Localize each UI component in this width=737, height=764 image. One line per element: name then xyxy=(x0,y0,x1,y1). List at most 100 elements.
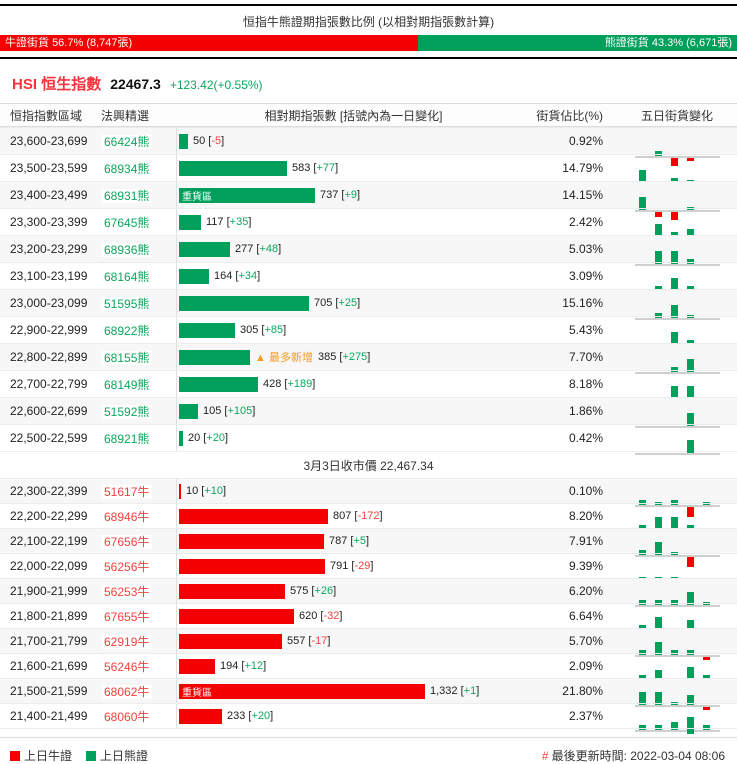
warrant-code: 67656牛 xyxy=(101,534,153,549)
oi-share-pct: 8.20% xyxy=(568,509,603,523)
table-row: 23,200-23,299 68936熊 277 [+48] 5.03% xyxy=(0,235,737,266)
spark-bar-up xyxy=(638,500,646,505)
warrant-code-cell[interactable]: 68062牛 xyxy=(96,683,176,700)
spark-bar-up xyxy=(638,197,646,210)
oi-bar xyxy=(179,430,183,446)
spark-bar-up xyxy=(654,517,662,530)
index-range: 22,200-22,299 xyxy=(10,509,88,523)
warrant-code-cell[interactable]: 56253牛 xyxy=(96,583,176,600)
oi-bar-cell: 557 [-17] xyxy=(176,629,531,653)
index-range: 21,700-21,799 xyxy=(10,634,88,648)
table-row: 21,600-21,699 56246牛 194 [+12] 2.09% xyxy=(0,653,737,685)
index-range: 22,700-22,799 xyxy=(10,377,88,391)
warrant-code-cell[interactable]: 66424熊 xyxy=(96,133,176,150)
spark-bar-up xyxy=(654,542,662,555)
oi-bar xyxy=(179,349,250,365)
warrant-code: 51595熊 xyxy=(101,296,153,311)
bull-swatch-icon xyxy=(10,750,20,761)
table-row: 21,700-21,799 62919牛 557 [-17] 5.70% xyxy=(0,628,737,660)
oi-share-pct: 9.39% xyxy=(568,559,603,573)
oi-bar-cell: 428 [+189] xyxy=(176,371,531,397)
spark-bar-up xyxy=(686,229,694,237)
oi-bar xyxy=(179,268,209,284)
warrant-code-cell[interactable]: 56256牛 xyxy=(96,558,176,575)
table-row: 23,500-23,599 68934熊 583 [+77] 14.79% xyxy=(0,154,737,190)
spark-bar-up xyxy=(686,286,694,291)
warrant-code-cell[interactable]: 68060牛 xyxy=(96,708,176,725)
warrant-code-cell[interactable]: 67655牛 xyxy=(96,608,176,625)
oi-bar xyxy=(179,583,285,599)
bear-swatch-icon xyxy=(86,750,97,761)
warrant-code-cell[interactable]: 56246牛 xyxy=(96,658,176,675)
spark-bar-up xyxy=(654,251,662,264)
oi-bar-cell: 583 [+77] xyxy=(176,155,531,181)
oi-value: 20 [+20] xyxy=(188,432,229,444)
spark-bar-up xyxy=(686,386,694,399)
warrant-code-cell[interactable]: 67656牛 xyxy=(96,533,176,550)
spark-bar-up xyxy=(686,359,694,372)
warrant-code-cell[interactable]: 68164熊 xyxy=(96,268,176,285)
spark-bar-up xyxy=(686,620,694,630)
oi-bar-cell: 117 [+35] xyxy=(176,209,531,235)
clipped-next-row xyxy=(0,728,737,737)
index-range: 23,200-23,299 xyxy=(10,242,88,256)
spark-bar-up xyxy=(670,600,678,605)
oi-share-pct: 14.15% xyxy=(562,188,603,202)
oi-one-day-change: +20 xyxy=(251,710,271,722)
spark-bar-up xyxy=(654,617,662,630)
spark-bar-up xyxy=(686,440,694,453)
oi-share-pct: 3.09% xyxy=(568,269,603,283)
spark-bar-up xyxy=(670,305,678,318)
index-range: 22,900-22,999 xyxy=(10,323,88,337)
warrant-code-cell[interactable]: 51595熊 xyxy=(96,295,176,312)
warrant-code-cell[interactable]: 51617牛 xyxy=(96,483,176,500)
oi-bar xyxy=(179,508,328,524)
warrant-code-cell[interactable]: 68934熊 xyxy=(96,160,176,177)
index-range: 22,800-22,899 xyxy=(10,350,88,364)
spark-bar-up xyxy=(686,340,694,345)
spark-bar-up xyxy=(654,692,662,705)
sparkline-baseline xyxy=(634,156,720,158)
oi-value: 117 [+35] xyxy=(206,216,252,228)
oi-bar-cell: 575 [+26] xyxy=(176,579,531,603)
sparkline-baseline xyxy=(634,505,720,507)
spark-bar-up xyxy=(638,692,646,705)
table-row: 23,000-23,099 51595熊 705 [+25] 15.16% xyxy=(0,289,737,320)
oi-share-pct: 7.91% xyxy=(568,534,603,548)
oi-bar xyxy=(179,133,188,149)
table-row: 22,100-22,199 67656牛 787 [+5] 7.91% xyxy=(0,528,737,567)
oi-bar-cell: 10 [+10] xyxy=(176,479,531,503)
sparkline-baseline xyxy=(634,210,720,212)
bull-ratio-pct: 56.7% xyxy=(52,37,84,49)
oi-share-pct: 15.16% xyxy=(562,296,603,310)
warrant-code-cell[interactable]: 68936熊 xyxy=(96,241,176,258)
index-name: HSI 恒生指數 xyxy=(12,76,102,93)
warrant-code-cell[interactable]: 68155熊 xyxy=(96,349,176,366)
oi-value: 233 [+20] xyxy=(227,710,274,722)
index-range: 21,800-21,899 xyxy=(10,609,88,623)
warrant-code-cell[interactable]: 62919牛 xyxy=(96,633,176,650)
spark-bar-up xyxy=(686,413,694,426)
hash-icon: # xyxy=(541,749,549,763)
spark-bar-up xyxy=(670,178,678,183)
warrant-code-cell[interactable]: 68922熊 xyxy=(96,322,176,339)
oi-value: 385 [+275] xyxy=(317,351,371,363)
oi-one-day-change: +48 xyxy=(259,243,279,255)
index-range: 22,100-22,199 xyxy=(10,534,88,548)
spark-bar-up xyxy=(654,600,662,605)
warrant-code-cell[interactable]: 51592熊 xyxy=(96,403,176,420)
spark-bar-up xyxy=(654,224,662,237)
oi-bar xyxy=(179,160,287,176)
warrant-code-cell[interactable]: 68931熊 xyxy=(96,187,176,204)
oi-share-pct: 5.03% xyxy=(568,242,603,256)
spark-bar-up xyxy=(670,386,678,399)
warrant-code-cell[interactable]: 68921熊 xyxy=(96,430,176,447)
warrant-code-cell[interactable]: 68946牛 xyxy=(96,508,176,525)
index-value: 22467.3 xyxy=(110,76,161,92)
warrant-code-cell[interactable]: 67645熊 xyxy=(96,214,176,231)
warrant-code-cell[interactable]: 68149熊 xyxy=(96,376,176,393)
bull-section: 22,300-22,399 51617牛 10 [+10] 0.10% 22,2… xyxy=(0,478,737,732)
oi-share-pct: 5.70% xyxy=(568,634,603,648)
sparkline-baseline xyxy=(634,655,720,657)
oi-bar-cell: ▲ 最多新增 385 [+275] xyxy=(176,344,531,370)
